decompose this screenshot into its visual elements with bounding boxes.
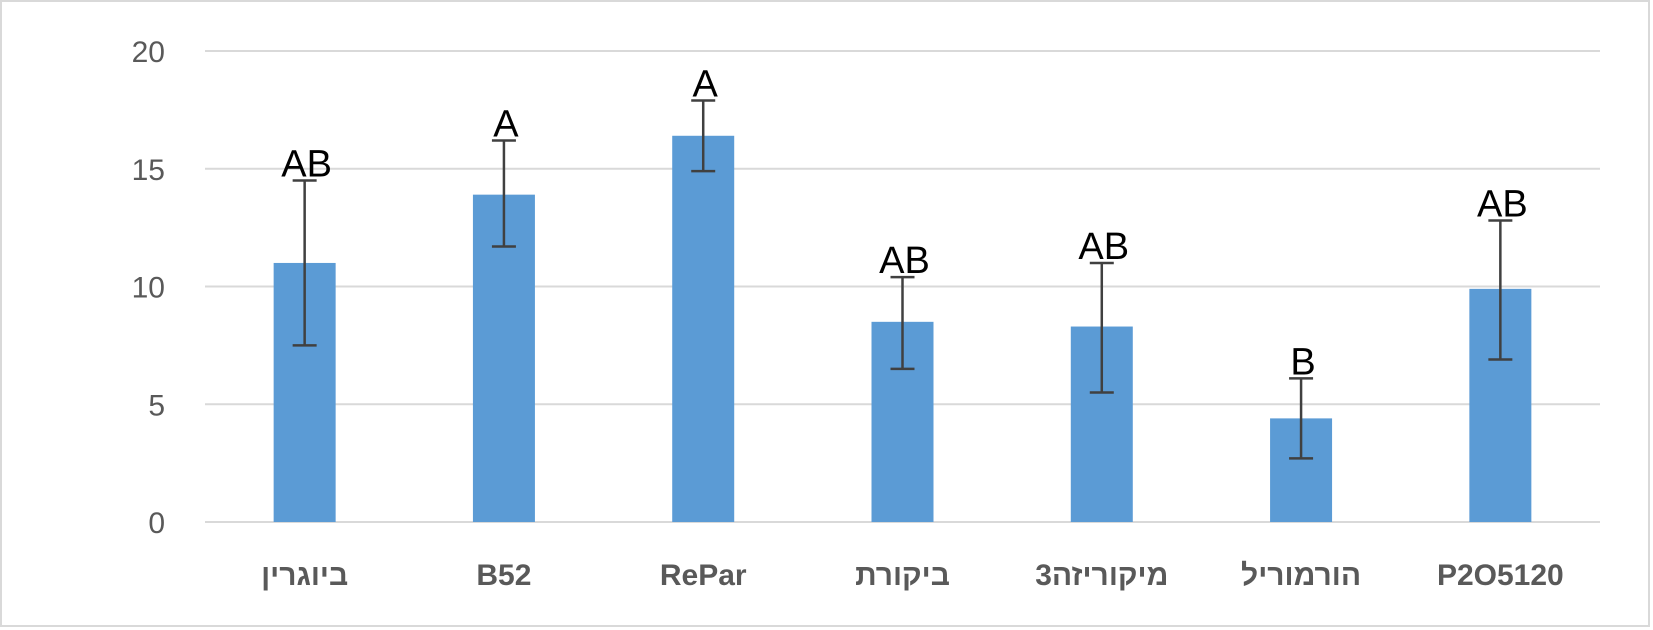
bar [472, 194, 535, 522]
significance-label: A [493, 103, 519, 145]
x-axis-ticks: ביוגרין B52 RePar ביקורת 3מיקוריזה הורמוריל P2… [261, 559, 1564, 592]
x-tick-label: ביוגרין [261, 559, 348, 592]
y-axis-ticks: 0 5 10 15 20 [132, 36, 165, 540]
y-tick-label: 5 [148, 389, 165, 422]
error-bar [1289, 377, 1314, 460]
significance-label: B [1290, 341, 1315, 383]
x-tick-label: ביקורת [855, 559, 950, 592]
error-bars [292, 99, 1513, 460]
significance-label: AB [281, 144, 332, 186]
significance-label: A [693, 63, 719, 105]
error-bar [491, 139, 516, 248]
significance-label: AB [879, 240, 930, 282]
x-tick-label: P2O5120 [1437, 559, 1564, 592]
bar [672, 135, 735, 522]
error-bar [1089, 261, 1114, 394]
error-bar [1488, 219, 1513, 361]
significance-label: AB [1477, 184, 1528, 226]
x-tick-label: 3מיקוריזה [1035, 559, 1168, 592]
y-tick-label: 20 [132, 36, 165, 69]
error-bar [890, 275, 915, 371]
x-tick-label: B52 [476, 559, 531, 592]
significance-label: AB [1078, 226, 1129, 268]
significance-labels: AB A A AB AB B AB [281, 63, 1527, 383]
bars [273, 135, 1532, 522]
x-tick-label: RePar [660, 559, 747, 592]
x-tick-label: הורמוריל [1241, 559, 1361, 592]
y-tick-label: 0 [148, 507, 165, 540]
error-bar [292, 179, 317, 347]
error-bar [691, 99, 716, 173]
y-tick-label: 15 [132, 154, 165, 187]
y-tick-label: 10 [132, 272, 165, 305]
